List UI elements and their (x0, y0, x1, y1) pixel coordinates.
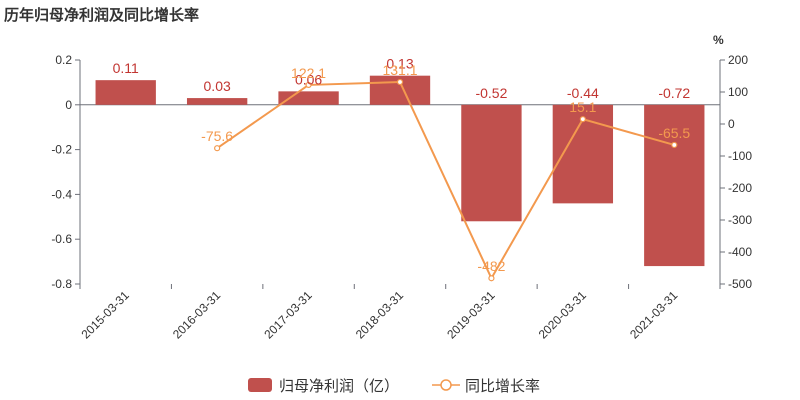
growth-line (216, 81, 675, 281)
line-series (214, 78, 678, 282)
data-labels: 0.11 0.03 0.06 0.13 -0.52 -0.44 -0.72 -75.6 122.… (113, 56, 691, 275)
right-tick-label: 100 (728, 85, 748, 99)
bar[interactable] (644, 104, 705, 267)
line-value-label: 15.1 (569, 99, 596, 115)
x-tick-label: 2015-03-31 (79, 288, 133, 342)
left-tick-label: -0.2 (51, 143, 72, 157)
right-axis-unit: % (713, 33, 724, 47)
bar-value-label: 0.13 (386, 56, 413, 72)
left-tick-label: -0.8 (51, 277, 72, 291)
x-tick-label: 2021-03-31 (627, 288, 681, 342)
x-tick-label: 2019-03-31 (444, 288, 498, 342)
chart-title: 历年归母净利润及同比增长率 (4, 6, 199, 24)
right-tick-label: -500 (728, 277, 752, 291)
left-tick-label: 0.2 (55, 53, 72, 67)
bar-value-label: 0.11 (113, 60, 139, 76)
legend-line-label[interactable]: 同比增长率 (465, 377, 540, 395)
x-tick-label: 2016-03-31 (170, 288, 224, 342)
x-tick-label: 2020-03-31 (536, 288, 590, 342)
x-tick-label: 2018-03-31 (353, 288, 407, 342)
right-tick-label: -200 (728, 181, 752, 195)
line-value-label: -482 (477, 258, 505, 274)
line-value-label: 131.1 (382, 62, 417, 78)
left-tick-label: -0.4 (51, 187, 72, 201)
legend: 归母净利润（亿） 同比增长率 (248, 377, 540, 395)
left-tick-label: 0 (65, 98, 72, 112)
right-tick-label: -300 (728, 213, 752, 227)
line-point[interactable] (671, 141, 678, 149)
line-value-label: -65.5 (658, 125, 690, 141)
right-tick-label: -100 (728, 149, 752, 163)
line-value-label: 122.1 (291, 65, 326, 81)
bar[interactable] (186, 98, 248, 105)
bar[interactable] (95, 80, 156, 105)
bar-value-label: 0.03 (204, 78, 231, 94)
bar-value-label: -0.52 (475, 85, 507, 101)
bar[interactable] (461, 104, 522, 222)
bar-value-label: 0.06 (295, 71, 322, 87)
left-tick-label: -0.6 (51, 232, 72, 246)
bar-series (95, 75, 705, 267)
bar[interactable] (278, 91, 339, 105)
legend-bar-swatch[interactable] (248, 378, 272, 392)
right-tick-label: 200 (728, 53, 748, 67)
line-point[interactable] (488, 275, 495, 282)
legend-bar-label[interactable]: 归母净利润（亿） (279, 377, 399, 395)
legend-line-marker (440, 379, 452, 391)
bar-value-label: -0.72 (658, 85, 690, 101)
line-point[interactable] (579, 116, 586, 123)
line-point[interactable] (396, 78, 404, 86)
right-tick-label: 0 (728, 117, 735, 131)
line-point[interactable] (305, 81, 312, 89)
bar-value-label: -0.44 (567, 85, 599, 101)
line-point[interactable] (214, 145, 221, 152)
x-tick-label: 2017-03-31 (261, 288, 315, 342)
line-value-label: -75.6 (201, 128, 233, 144)
right-tick-label: -400 (728, 245, 752, 259)
